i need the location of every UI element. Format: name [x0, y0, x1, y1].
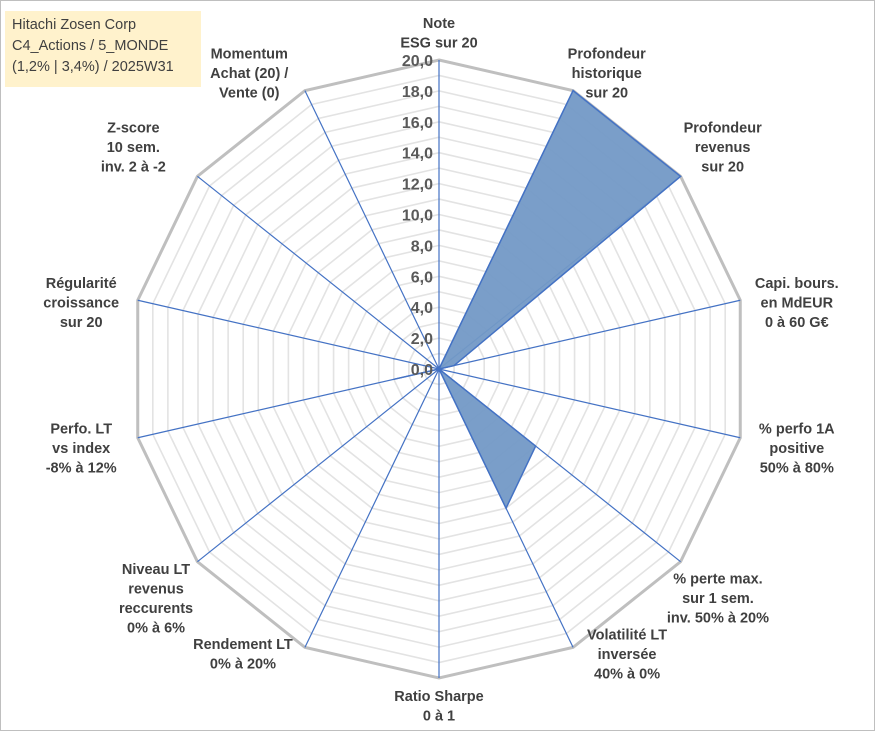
axis-spoke: [438, 299, 741, 370]
axis-spoke: [304, 90, 440, 370]
axis-label: % perfo 1A positive 50% à 80%: [759, 422, 835, 477]
tick-label: 4,0: [411, 300, 433, 317]
radar-tick-labels: 0,0 2,0 4,0 6,0 8,0 10,0 12,0 14,0 16,0 18,0 20,0: [402, 53, 433, 379]
title-line-category: C4_Actions / 5_MONDE: [12, 38, 169, 54]
axis-label: Ratio Sharpe 0 à 1: [394, 689, 483, 725]
axis-label: Rendement LT 0% à 20%: [193, 637, 293, 673]
axis-spoke: [197, 368, 440, 563]
axis-spoke: [438, 368, 741, 439]
tick-label: 2,0: [411, 331, 433, 348]
axis-spoke: [137, 299, 440, 370]
axis-label: Note ESG sur 20: [400, 16, 477, 52]
title-box: Hitachi Zosen Corp C4_Actions / 5_MONDE …: [5, 11, 201, 87]
tick-label: 12,0: [402, 177, 433, 194]
axis-label: % perte max. sur 1 sem. inv. 50% à 20%: [667, 572, 769, 627]
tick-label: 20,0: [402, 53, 433, 70]
axis-label: Régularité croissance sur 20: [43, 276, 119, 331]
axis-label: Momentum Achat (20) / Vente (0): [210, 47, 288, 102]
tick-label: 14,0: [402, 146, 433, 163]
tick-label: 10,0: [402, 208, 433, 225]
tick-label: 16,0: [402, 115, 433, 132]
axis-label: Profondeur revenus sur 20: [684, 120, 762, 175]
tick-label: 8,0: [411, 238, 433, 255]
axis-label: Z-score 10 sem. inv. 2 à -2: [101, 120, 166, 175]
axis-spoke: [304, 368, 440, 648]
axis-label: Capi. bours. en MdEUR 0 à 60 G€: [755, 276, 839, 331]
title-line-period: (1,2% | 3,4%) / 2025W31: [12, 59, 174, 75]
axis-label: Profondeur historique sur 20: [568, 47, 646, 102]
tick-label: 18,0: [402, 84, 433, 101]
axis-label: Volatilité LT inversée 40% à 0%: [587, 627, 667, 682]
axis-spoke: [137, 368, 440, 439]
title-line-company: Hitachi Zosen Corp: [12, 17, 137, 33]
tick-label: 6,0: [411, 269, 433, 286]
axis-label: Niveau LT revenus reccurents 0% à 6%: [119, 562, 193, 637]
radar-axis-labels: Note ESG sur 20 Profondeur historique sur 20…: [43, 16, 838, 725]
series-area: [393, 89, 682, 510]
axis-label: Perfo. LT vs index -8% à 12%: [46, 422, 117, 477]
tick-label: 0,0: [411, 362, 433, 379]
radar-series: [393, 89, 682, 510]
axis-spoke: [197, 175, 440, 370]
